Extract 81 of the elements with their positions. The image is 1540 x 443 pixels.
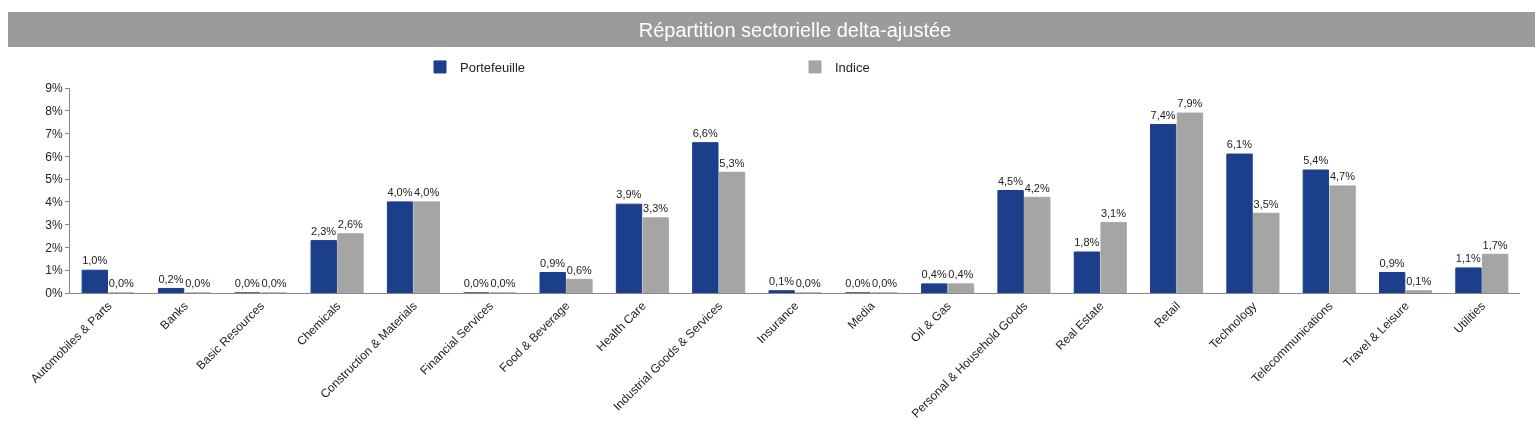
data-label: 3,9% (616, 188, 642, 201)
bar (81, 269, 108, 293)
data-label: 3,3% (643, 202, 669, 215)
data-label: 0,0% (108, 277, 135, 290)
bar (921, 283, 948, 293)
data-label: 0,9% (540, 256, 566, 269)
bar (157, 287, 185, 293)
bar (337, 233, 364, 293)
y-tick-label: 5% (45, 172, 63, 187)
y-tick-label: 4% (45, 195, 63, 210)
legend-label: Portefeuille (460, 60, 526, 76)
y-tick-label: 3% (45, 217, 63, 232)
y-tick-label: 1% (45, 263, 63, 278)
data-label: 3,1% (1100, 206, 1127, 219)
bar (1100, 221, 1127, 293)
data-label: 0,0% (261, 277, 287, 290)
data-label: 0,1% (1406, 274, 1432, 287)
data-label: 0,0% (234, 277, 261, 290)
bar (615, 203, 643, 293)
bar (386, 201, 414, 293)
bar (1176, 112, 1204, 293)
data-label: 6,6% (692, 126, 718, 139)
y-tick-label: 6% (45, 149, 63, 164)
bar (566, 278, 593, 293)
data-label: 4,5% (997, 174, 1024, 187)
bar (642, 217, 669, 293)
data-label: 1,0% (82, 254, 108, 267)
data-label: 0,0% (795, 277, 821, 290)
data-label: 4,0% (414, 186, 440, 199)
data-label: 6,1% (1226, 138, 1253, 151)
bar (1253, 212, 1280, 293)
data-label: 0,0% (185, 277, 211, 290)
data-label: 1,1% (1455, 252, 1482, 265)
data-label: 0,0% (490, 277, 516, 290)
y-tick-label: 9% (45, 81, 63, 96)
bar (692, 142, 719, 293)
legend-label: Indice (835, 60, 870, 76)
bar (718, 171, 746, 293)
data-label: 1,8% (1074, 236, 1100, 249)
data-label: 2,3% (311, 224, 337, 237)
bar (1405, 290, 1433, 293)
data-label: 2,6% (337, 218, 364, 231)
data-label: 7,4% (1150, 108, 1176, 121)
x-tick-label: Oil & Gas (907, 298, 954, 346)
data-label: 0,0% (871, 277, 898, 290)
bar (1302, 169, 1330, 293)
bar (1024, 196, 1051, 293)
bar (1226, 153, 1253, 293)
y-tick-label: 0% (45, 286, 63, 301)
data-label: 4,2% (1024, 181, 1050, 194)
data-label: 0,4% (921, 268, 947, 281)
y-tick-label: 2% (45, 240, 63, 255)
bar (1073, 251, 1101, 293)
bar (1150, 123, 1177, 293)
data-label: 0,9% (1379, 256, 1405, 269)
data-label: 0,1% (768, 274, 795, 287)
data-label: 0,6% (566, 263, 593, 276)
data-label: 0,2% (158, 272, 184, 285)
data-label: 1,7% (1482, 238, 1508, 251)
bar (947, 283, 975, 293)
data-label: 4,0% (387, 186, 413, 199)
bar (413, 201, 440, 293)
bar (1455, 267, 1482, 293)
data-label: 7,9% (1177, 97, 1203, 110)
bar (1378, 272, 1406, 293)
data-label: 0,0% (463, 277, 489, 290)
y-tick-label: 7% (45, 126, 63, 141)
y-tick-label: 8% (45, 103, 63, 118)
data-label: 4,7% (1329, 170, 1356, 183)
bar (768, 290, 795, 293)
bar (310, 240, 337, 293)
chart-title: Répartition sectorielle delta-ajustée (638, 19, 952, 41)
data-label: 0,4% (948, 268, 974, 281)
bar (997, 190, 1024, 293)
bar (1329, 185, 1356, 293)
data-label: 0,0% (845, 277, 871, 290)
data-label: 5,4% (1303, 154, 1329, 167)
data-label: 3,5% (1253, 197, 1279, 210)
data-label: 5,3% (719, 156, 745, 169)
bar (1482, 253, 1509, 293)
bar (539, 272, 566, 293)
